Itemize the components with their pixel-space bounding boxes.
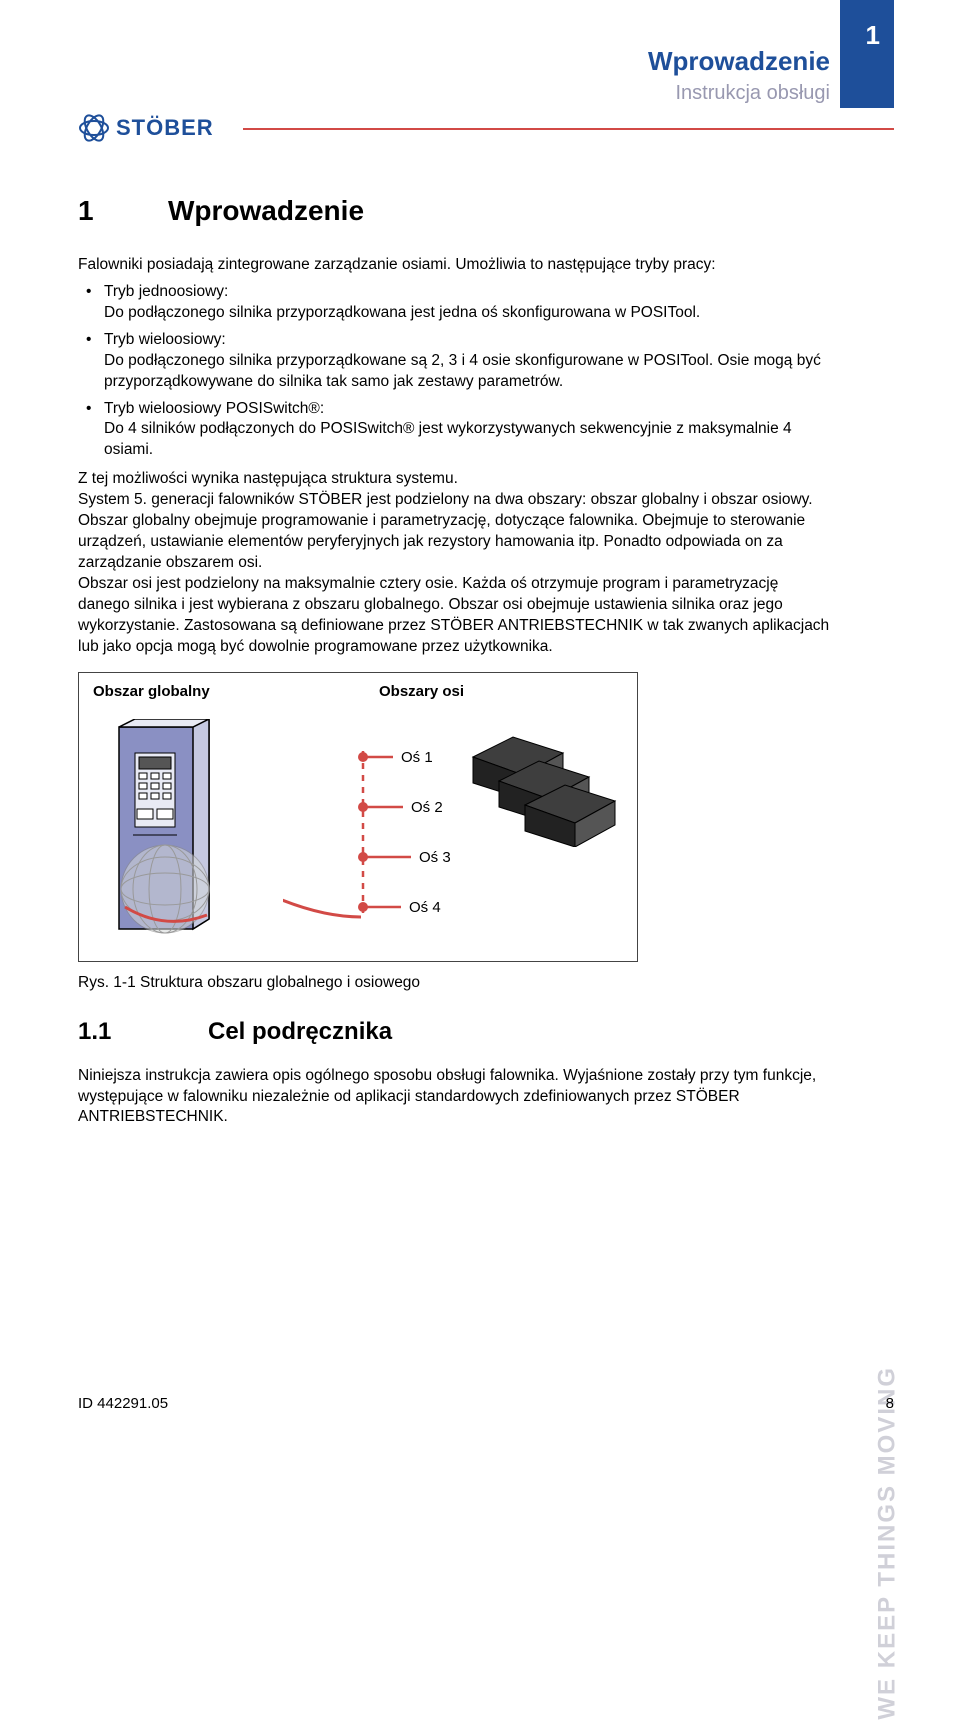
figure-caption: Rys. 1-1 Struktura obszaru globalnego i … [78, 974, 830, 992]
chapter-heading: 1Wprowadzenie [78, 195, 830, 227]
bullet-text: Do 4 silników podłączonych do POSISwitch… [104, 419, 830, 461]
motors-icon [463, 727, 623, 847]
section-body: Niniejsza instrukcja zawiera opis ogólne… [78, 1066, 830, 1129]
header-subtitle: Instrukcja obsługi [675, 82, 830, 105]
bullet-title: Tryb wieloosiowy POSISwitch®: [104, 400, 324, 417]
svg-text:Oś 3: Oś 3 [419, 849, 451, 866]
chapter-tab [840, 0, 894, 108]
mode-list: Tryb jednoosiowy: Do podłączonego silnik… [78, 282, 830, 461]
vertical-slogan: WE KEEP THINGS MOVING [874, 1366, 902, 1720]
intro-text: Falowniki posiadają zintegrowane zarządz… [78, 255, 830, 276]
figure-box: Obszar globalny Obszary osi [78, 672, 638, 962]
list-item: Tryb jednoosiowy: Do podłączonego silnik… [78, 282, 830, 324]
chapter-number: 1 [78, 195, 168, 227]
header-rule [243, 128, 894, 130]
page-number: 8 [886, 1395, 894, 1412]
brand-name: STÖBER [116, 115, 214, 141]
logo-ring-icon [78, 112, 110, 144]
axes-branch-icon: Oś 1 Oś 2 Oś 3 Oś 4 [283, 737, 463, 947]
page-content: 1Wprowadzenie Falowniki posiadają zinteg… [0, 165, 960, 1128]
section-number: 1.1 [78, 1018, 208, 1046]
svg-text:Oś 1: Oś 1 [401, 749, 433, 766]
figure-label-global: Obszar globalny [93, 683, 210, 700]
inverter-device-icon [99, 719, 269, 949]
section-title: Cel podręcznika [208, 1018, 392, 1045]
bullet-title: Tryb wieloosiowy: [104, 331, 226, 348]
page-footer: ID 442291.05 8 [78, 1395, 894, 1412]
page-header: 1 Wprowadzenie Instrukcja obsługi STÖBER [0, 0, 960, 165]
structure-paragraph: Z tej możliwości wynika następująca stru… [78, 469, 830, 657]
bullet-text: Do podłączonego silnika przyporządkowane… [104, 351, 830, 393]
list-item: Tryb wieloosiowy POSISwitch®: Do 4 silni… [78, 399, 830, 462]
svg-text:Oś 4: Oś 4 [409, 899, 441, 916]
header-title: Wprowadzenie [648, 46, 830, 77]
chapter-tab-number: 1 [866, 20, 880, 51]
svg-text:Oś 2: Oś 2 [411, 799, 443, 816]
list-item: Tryb wieloosiowy: Do podłączonego silnik… [78, 330, 830, 393]
document-id: ID 442291.05 [78, 1395, 168, 1412]
brand-logo: STÖBER [78, 112, 214, 144]
section-heading: 1.1Cel podręcznika [78, 1018, 830, 1046]
bullet-text: Do podłączonego silnika przyporządkowana… [104, 303, 830, 324]
figure-label-axes: Obszary osi [379, 683, 464, 700]
bullet-title: Tryb jednoosiowy: [104, 283, 228, 300]
chapter-title: Wprowadzenie [168, 195, 364, 226]
